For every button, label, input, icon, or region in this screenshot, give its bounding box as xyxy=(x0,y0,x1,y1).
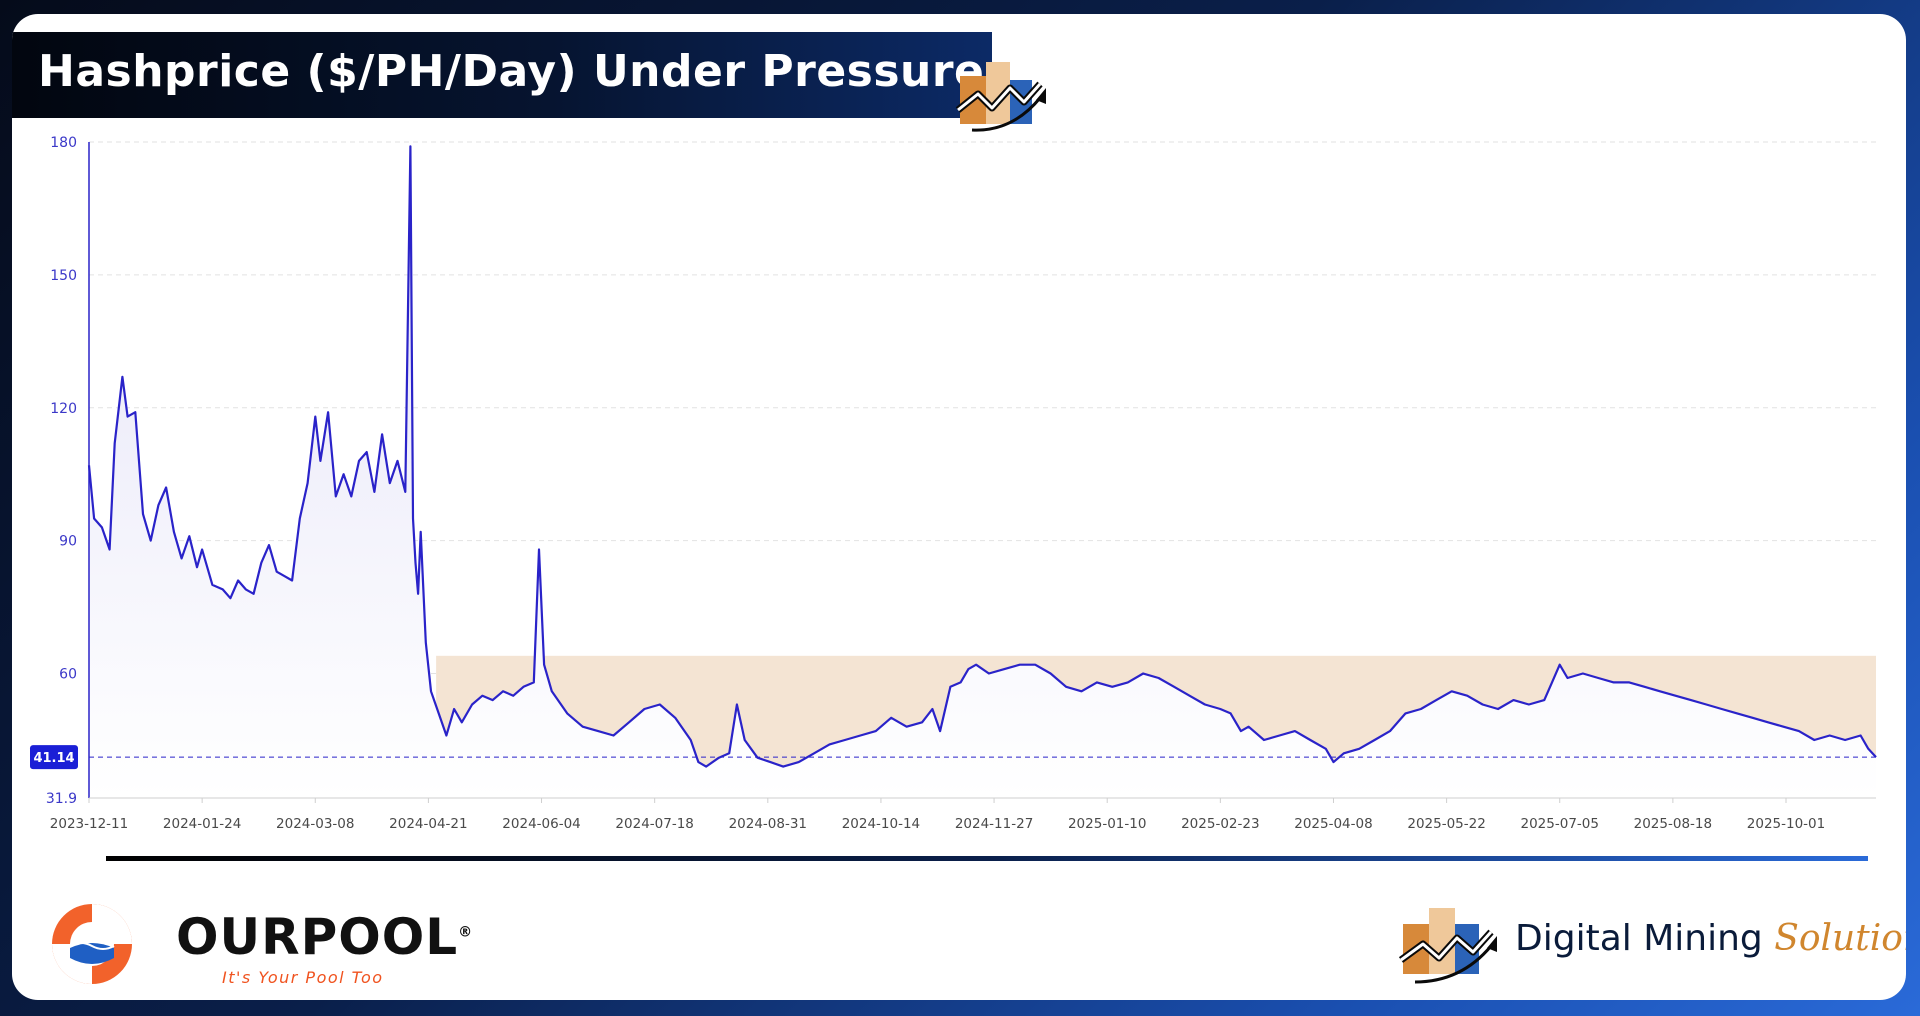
dms-chart-logo-icon xyxy=(955,62,1046,132)
x-tick-label: 2025-10-01 xyxy=(1747,816,1825,832)
x-tick-label: 2024-11-27 xyxy=(955,816,1033,832)
footer-divider xyxy=(106,856,1868,861)
x-tick-label: 2024-04-21 xyxy=(389,816,467,832)
y-tick-label: 120 xyxy=(50,401,77,417)
x-tick-label: 2025-07-05 xyxy=(1521,816,1599,832)
x-tick-label: 2024-03-08 xyxy=(276,816,354,832)
x-tick-label: 2024-10-14 xyxy=(842,816,920,832)
card: 180 150 120 90 60 31.9 41.14 2023-12-11 2024-01-… xyxy=(12,14,1906,1000)
ourpool-logo: OURPOOL® It's Your Pool Too xyxy=(40,894,472,994)
x-tick-label: 2025-05-22 xyxy=(1407,816,1485,832)
y-tick-label: 90 xyxy=(59,534,77,550)
x-tick-label: 2024-06-04 xyxy=(502,816,580,832)
x-tick-label: 2024-07-18 xyxy=(615,816,693,832)
y-tick-label: 150 xyxy=(50,268,77,284)
dms-wordmark: Digital Mining Solutions xyxy=(1515,918,1906,959)
x-tick-label: 2023-12-11 xyxy=(50,816,128,832)
x-tick-label: 2025-01-10 xyxy=(1068,816,1146,832)
x-tick-label: 2025-04-08 xyxy=(1294,816,1372,832)
x-tick-label: 2025-02-23 xyxy=(1181,816,1259,832)
lifebuoy-icon xyxy=(52,904,132,984)
x-tick-label: 2024-01-24 xyxy=(163,816,241,832)
ourpool-wordmark: OURPOOL® xyxy=(176,908,474,966)
x-tick-label: 2024-08-31 xyxy=(729,816,807,832)
y-tick-label: 60 xyxy=(59,667,77,683)
title-bar: Hashprice ($/PH/Day) Under Pressure xyxy=(12,32,1046,132)
current-value-badge xyxy=(30,745,78,770)
ourpool-tagline: It's Your Pool Too xyxy=(222,968,384,987)
dms-logo: Digital Mining Solutions xyxy=(1397,890,1906,990)
series-line xyxy=(87,145,1877,768)
hashprice-chart: 180 150 120 90 60 31.9 41.14 2023-12-11 2024-01-… xyxy=(30,135,1877,832)
current-value-label: 41.14 xyxy=(33,751,74,766)
y-tick-label: 31.9 xyxy=(46,791,77,807)
y-tick-label: 180 xyxy=(50,135,77,151)
dms-footer-logo-icon xyxy=(1398,908,1497,984)
page-title: Hashprice ($/PH/Day) Under Pressure xyxy=(38,46,985,97)
x-tick-label: 2025-08-18 xyxy=(1634,816,1712,832)
